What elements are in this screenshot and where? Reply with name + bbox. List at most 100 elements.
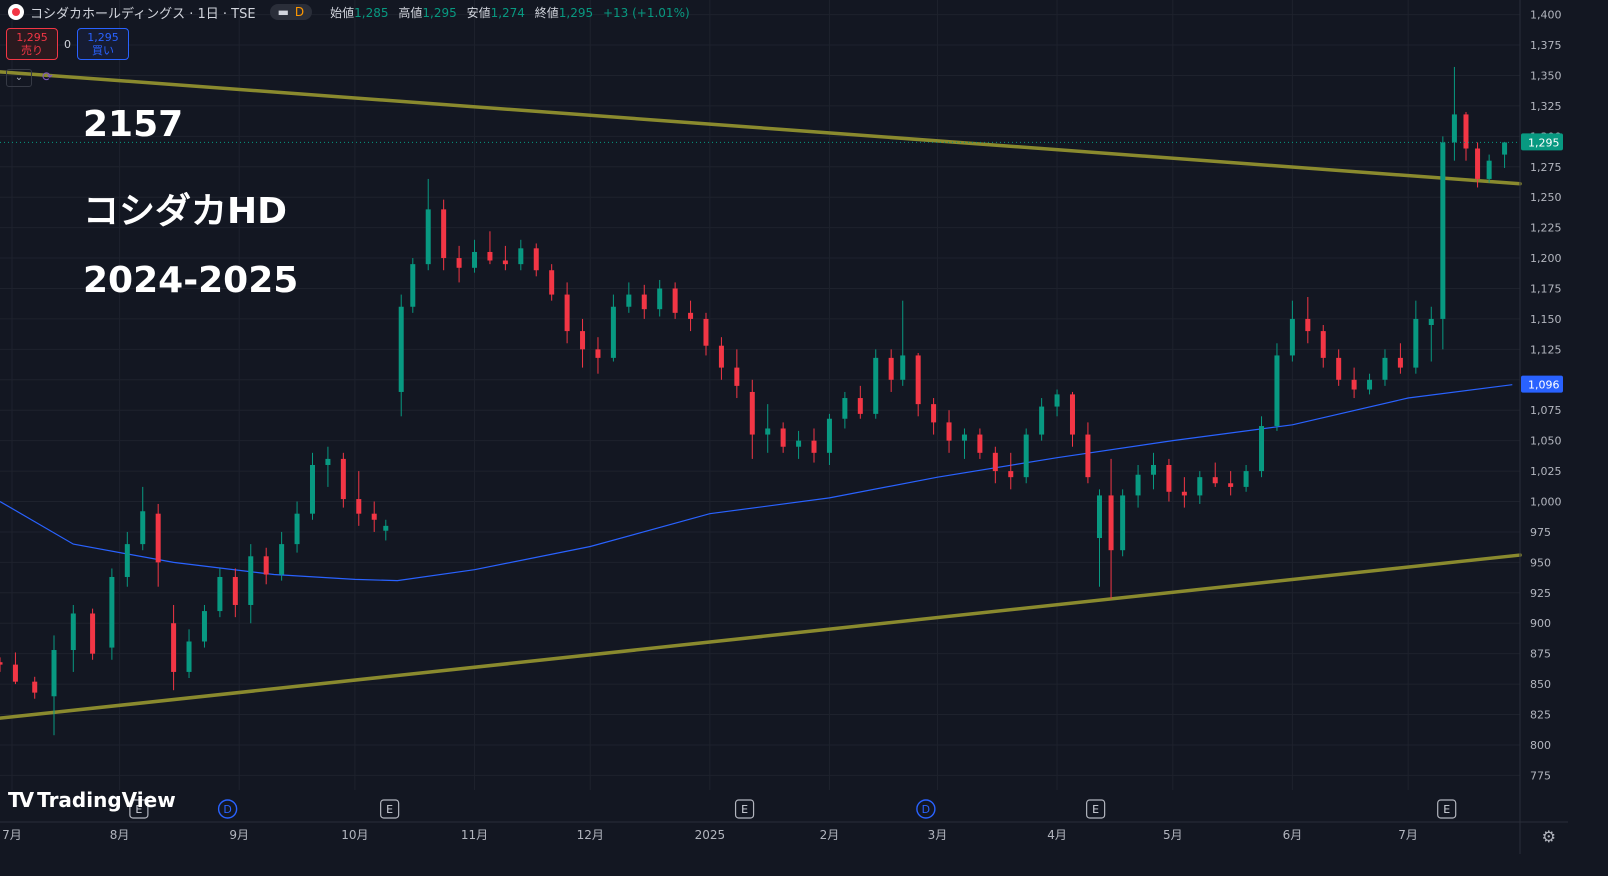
candle: [672, 282, 678, 319]
sell-label: 売り: [21, 44, 43, 57]
sell-button[interactable]: 1,295 売り: [6, 28, 58, 60]
candle-body: [1108, 495, 1114, 551]
earnings-marker: E: [380, 799, 400, 819]
candle: [140, 486, 146, 551]
candle: [1197, 471, 1203, 504]
price-tick-label: 1,275: [1530, 161, 1562, 174]
candle: [1320, 325, 1326, 368]
time-tick-label: 6月: [1283, 828, 1303, 842]
candle: [456, 245, 462, 283]
candle: [356, 471, 362, 526]
price-tick-label: 975: [1530, 526, 1551, 539]
candle: [1440, 136, 1446, 350]
time-tick-label: 9月: [229, 828, 249, 842]
candle: [961, 428, 967, 459]
candle: [842, 391, 848, 429]
candle: [1397, 343, 1403, 374]
annotation-period[interactable]: 2024-2025: [83, 260, 299, 301]
candle: [533, 243, 539, 277]
candle: [51, 635, 57, 736]
candle: [1023, 428, 1029, 484]
candle-body: [1008, 471, 1014, 478]
candle-body: [263, 556, 269, 575]
candle-body: [672, 288, 678, 313]
candle: [1039, 398, 1045, 441]
candle: [441, 199, 447, 271]
candle-body: [294, 513, 300, 545]
candle-body: [383, 525, 389, 531]
candle-body: [1197, 477, 1203, 496]
candle-body: [780, 428, 786, 447]
candle-body: [765, 428, 771, 435]
dividend-marker-letter: D: [922, 803, 930, 816]
candle-body: [992, 452, 998, 472]
price-chart[interactable]: 775 800 825 850 875 900 925 950 975 1,000 1,025 1,0…: [0, 0, 1568, 854]
trade-panel: 1,295 売り 0 1,295 買い: [6, 28, 129, 60]
moving-average-line[interactable]: [0, 384, 1513, 582]
time-tick-label: 8月: [110, 828, 130, 842]
chevron-down-icon[interactable]: ⌄: [6, 69, 32, 87]
candle: [873, 349, 879, 419]
candle-body: [371, 513, 377, 520]
candle-body: [201, 611, 207, 642]
candle: [1069, 391, 1075, 447]
price-tick-label: 1,125: [1530, 343, 1562, 356]
candlestick-series[interactable]: [0, 66, 1508, 736]
candle: [325, 446, 331, 487]
price-tick-label: 1,000: [1530, 496, 1562, 509]
candle: [383, 519, 389, 541]
candle-body: [171, 623, 177, 672]
candle-body: [124, 544, 130, 577]
candle-body: [90, 613, 96, 654]
candle-body: [641, 294, 647, 310]
price-tick-label: 1,400: [1530, 9, 1562, 22]
candle-body: [502, 260, 508, 265]
candle: [1336, 349, 1342, 386]
candle: [502, 245, 508, 271]
ma-value-badge: [1521, 375, 1563, 393]
annotation-code[interactable]: 2157: [83, 104, 184, 145]
gear-icon[interactable]: ⚙: [1541, 827, 1556, 846]
candle-body: [610, 306, 616, 358]
candle-body: [309, 464, 315, 514]
candle: [1502, 142, 1508, 168]
candle: [857, 385, 863, 419]
candle: [340, 452, 346, 508]
candle-body: [1351, 379, 1357, 390]
dividend-marker-letter: D: [223, 803, 231, 816]
candle-body: [12, 664, 18, 682]
candle: [487, 231, 493, 265]
candle-body: [1463, 114, 1469, 149]
sell-price: 1,295: [16, 31, 48, 44]
candle: [1054, 389, 1060, 417]
price-tick-label: 1,325: [1530, 100, 1562, 113]
timeframe-pill[interactable]: ▬ D: [269, 4, 313, 20]
candle-body: [140, 511, 146, 545]
ohlc-close-value: 1,295: [558, 5, 594, 20]
candle-body: [931, 404, 937, 423]
annotation-name[interactable]: コシダカHD: [83, 191, 288, 232]
price-axis[interactable]: 775 800 825 850 875 900 925 950 975 1,000 1,025 1,0…: [1519, 0, 1563, 854]
candle-body: [873, 357, 879, 414]
candle-body: [232, 576, 238, 605]
ohlc-readout: 始値1,285 高値1,295 安値1,274 終値1,295 +13 (+1.…: [330, 4, 696, 21]
time-tick-label: 7月: [1398, 828, 1418, 842]
trendlines[interactable]: [0, 70, 1522, 720]
candle-body: [703, 318, 709, 346]
buy-button[interactable]: 1,295 買い: [77, 28, 129, 60]
candle-body: [1336, 357, 1342, 380]
sync-icon[interactable]: ⟳: [42, 70, 53, 85]
candle-body: [580, 331, 586, 350]
candle-body: [749, 391, 755, 435]
candle: [371, 501, 377, 532]
candle: [124, 531, 130, 587]
time-axis[interactable]: 7月 8月 9月 10月 11月 12月 2025 2月 3月 4月 5月 6月 7月: [0, 821, 1568, 842]
price-tick-label: 1,150: [1530, 313, 1562, 326]
candle: [472, 239, 478, 273]
symbol-title[interactable]: コシダカホールディングス · 1日 · TSE: [30, 6, 256, 22]
candle-body: [425, 209, 431, 265]
candle: [1228, 471, 1234, 496]
tradingview-logo[interactable]: TV TradingView: [8, 788, 176, 812]
earnings-marker-letter: E: [386, 803, 393, 816]
